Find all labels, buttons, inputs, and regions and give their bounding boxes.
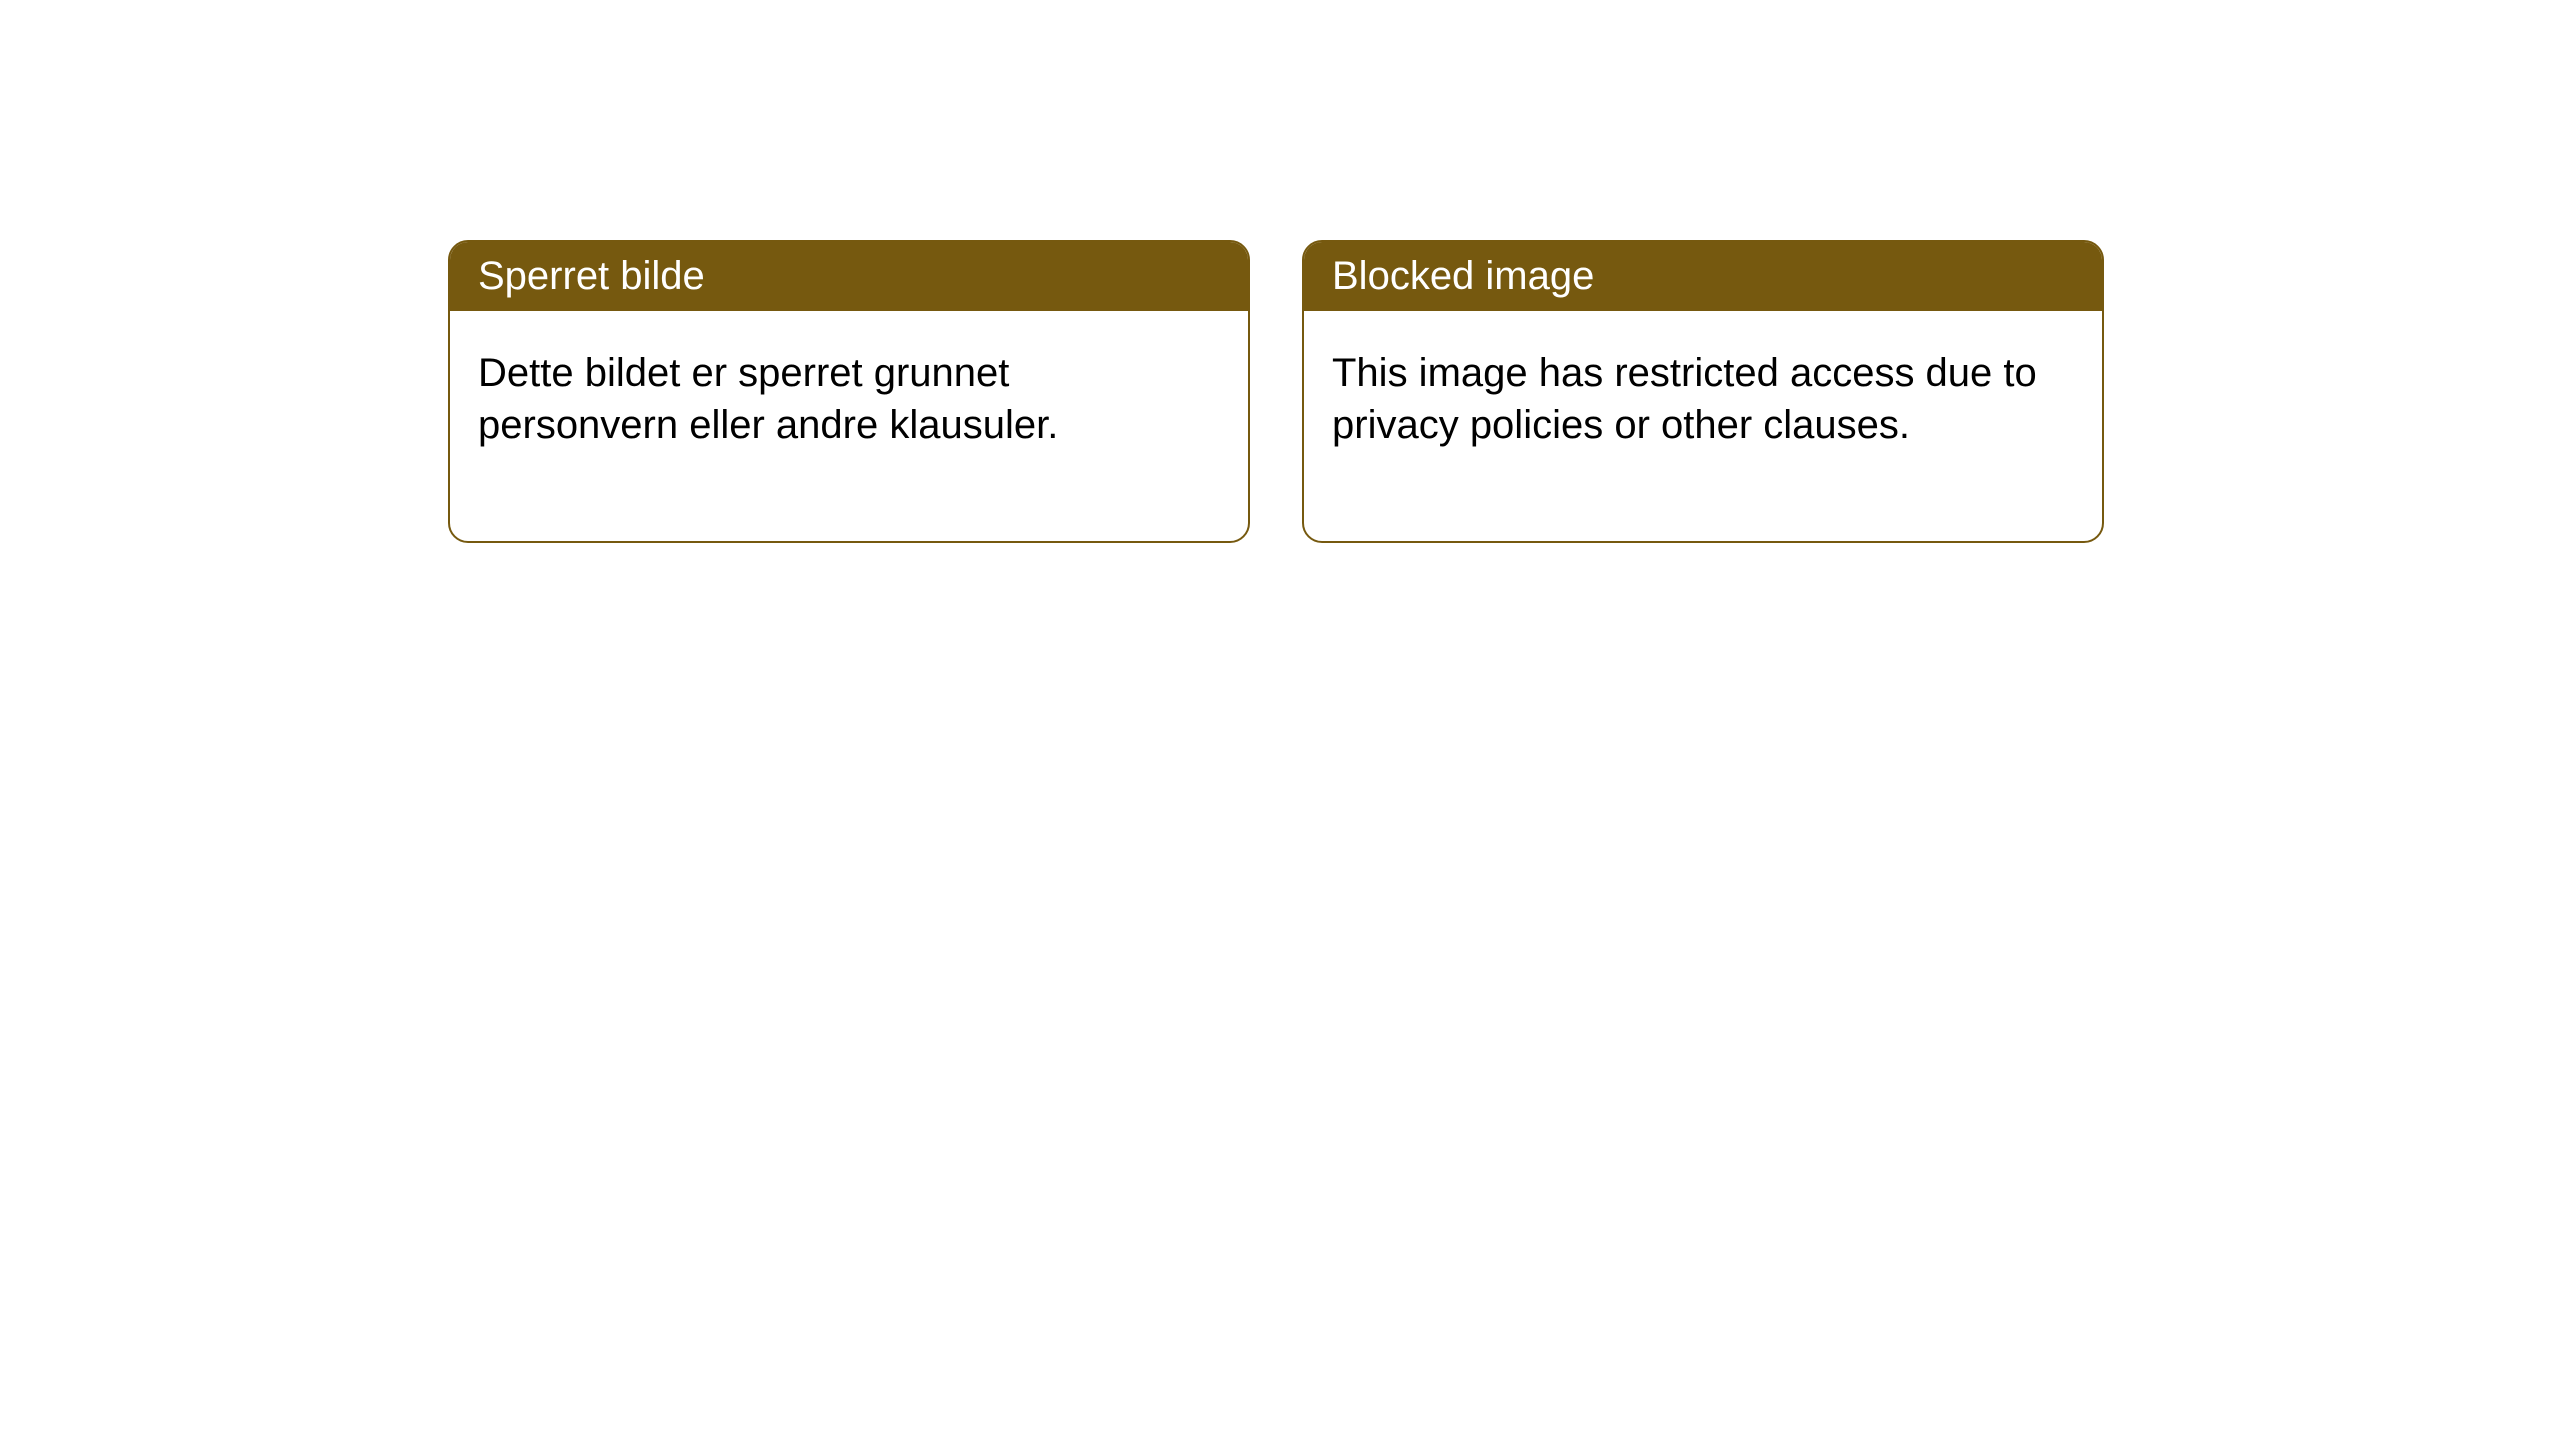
card-header: Sperret bilde xyxy=(450,242,1248,311)
card-title: Blocked image xyxy=(1332,254,1594,298)
card-body-text: This image has restricted access due to … xyxy=(1332,351,2037,447)
card-body-text: Dette bildet er sperret grunnet personve… xyxy=(478,351,1058,447)
notice-card-english: Blocked image This image has restricted … xyxy=(1302,240,2104,543)
notice-card-norwegian: Sperret bilde Dette bildet er sperret gr… xyxy=(448,240,1250,543)
card-header: Blocked image xyxy=(1304,242,2102,311)
card-body: This image has restricted access due to … xyxy=(1304,311,2102,541)
card-title: Sperret bilde xyxy=(478,254,705,298)
card-body: Dette bildet er sperret grunnet personve… xyxy=(450,311,1248,541)
notice-container: Sperret bilde Dette bildet er sperret gr… xyxy=(0,0,2560,543)
